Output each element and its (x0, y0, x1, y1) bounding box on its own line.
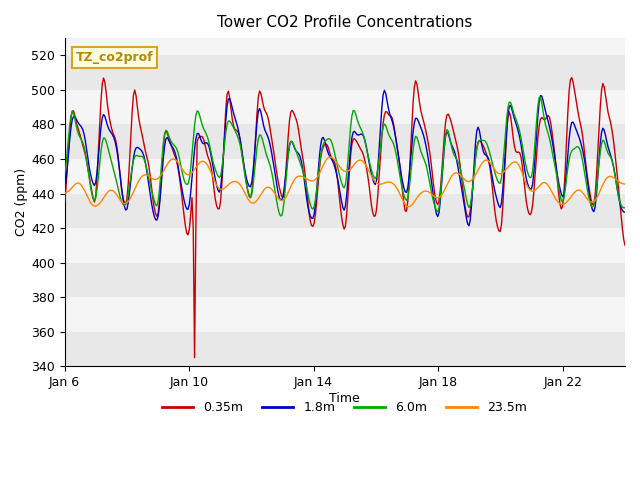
Legend: 0.35m, 1.8m, 6.0m, 23.5m: 0.35m, 1.8m, 6.0m, 23.5m (157, 396, 532, 419)
Bar (65, 332, 625, 366)
Title: Tower CO2 Profile Concentrations: Tower CO2 Profile Concentrations (217, 15, 472, 30)
X-axis label: Time: Time (330, 392, 360, 405)
Bar (65, 55, 625, 90)
Bar (65, 263, 625, 297)
Bar (65, 193, 625, 228)
Text: TZ_co2prof: TZ_co2prof (76, 51, 154, 64)
Bar (65, 124, 625, 159)
Y-axis label: CO2 (ppm): CO2 (ppm) (15, 168, 28, 236)
